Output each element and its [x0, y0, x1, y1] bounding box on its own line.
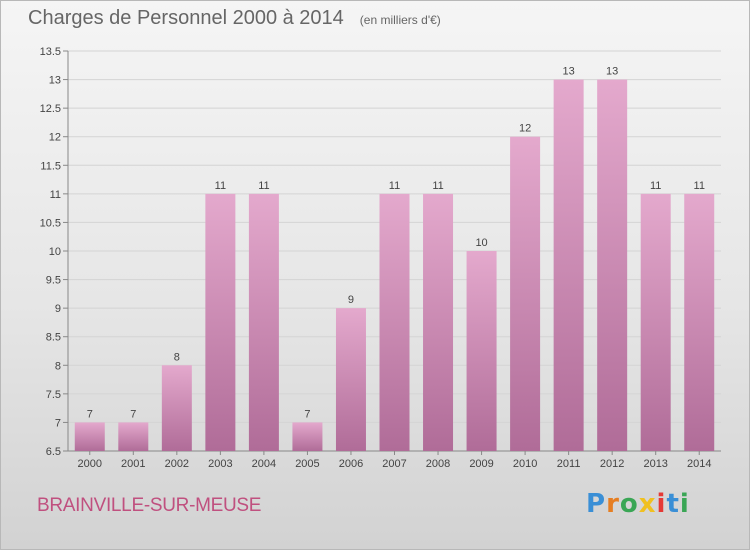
- bar-value-label: 7: [130, 408, 136, 420]
- value-labels: 7 7 8 11 11 7 9 11 11 10 12 13 13 11 11: [87, 66, 705, 421]
- bar: [118, 422, 149, 451]
- bar: [553, 79, 584, 452]
- bar-value-label: 11: [432, 180, 443, 192]
- bar-value-label: 11: [694, 180, 705, 192]
- logo-letter: i: [656, 489, 667, 519]
- x-tick-label: 2003: [208, 458, 232, 470]
- logo-letter: i: [679, 489, 690, 519]
- chart-title: Charges de Personnel 2000 à 2014 (en mill…: [28, 7, 441, 30]
- y-tick-label: 12: [49, 132, 61, 144]
- x-tick-label: 2008: [426, 458, 450, 470]
- x-tick-label: 2012: [600, 458, 624, 470]
- logo-letter: r: [606, 489, 620, 519]
- bar: [205, 193, 236, 451]
- bar-value-label: 10: [475, 237, 487, 249]
- chart-subtitle: (en milliers d'€): [359, 13, 441, 27]
- y-tick-label: 10.5: [40, 217, 61, 229]
- x-tick-label: 2013: [643, 458, 667, 470]
- bar: [292, 422, 323, 451]
- bar: [423, 193, 454, 451]
- bar: [684, 193, 715, 451]
- y-tick-label: 12.5: [40, 103, 61, 115]
- x-tick-label: 2010: [513, 458, 537, 470]
- y-tick-label: 8.5: [46, 332, 61, 344]
- y-tick-label: 11: [50, 189, 61, 201]
- bar-value-label: 13: [606, 66, 618, 78]
- bar-value-label: 12: [519, 123, 531, 135]
- bar-value-label: 11: [215, 180, 226, 192]
- bar: [597, 79, 628, 452]
- logo-letter: o: [619, 489, 639, 519]
- bar-value-label: 7: [87, 408, 93, 420]
- y-tick-label: 13: [49, 75, 61, 87]
- x-tick-label: 2006: [339, 458, 363, 470]
- bar-value-label: 7: [304, 408, 310, 420]
- y-tick-label: 7.5: [46, 389, 61, 401]
- bar: [161, 365, 192, 451]
- logo-letter: x: [638, 489, 657, 519]
- axes: 6.5 7 7.5 8 8.5 9 9.5 10 10.5 11 11.5 12 12.5 13 13.5 2…: [40, 46, 721, 470]
- proxiti-logo[interactable]: Proxiti: [586, 489, 690, 519]
- y-tick-label: 9.5: [46, 275, 61, 287]
- y-tick-label: 7: [55, 417, 61, 429]
- y-tick-label: 9: [55, 303, 61, 315]
- x-tick-label: 2002: [165, 458, 189, 470]
- y-tick-label: 8: [55, 360, 61, 372]
- bars: [74, 79, 715, 452]
- x-tick-label: 2000: [78, 458, 102, 470]
- x-tick-label: 2014: [687, 458, 711, 470]
- bar: [335, 308, 366, 451]
- x-tick-label: 2004: [252, 458, 276, 470]
- y-tick-label: 13.5: [40, 46, 61, 58]
- x-tick-label: 2001: [121, 458, 145, 470]
- city-name: BRAINVILLE-SUR-MEUSE: [37, 495, 262, 516]
- bar-value-label: 8: [174, 351, 180, 363]
- bar-value-label: 11: [650, 180, 661, 192]
- x-tick-label: 2009: [469, 458, 493, 470]
- y-tick-label: 11.5: [40, 160, 61, 172]
- y-tick-label: 6.5: [46, 446, 61, 458]
- bar-value-label: 11: [389, 180, 400, 192]
- bar: [379, 193, 410, 451]
- bar-value-label: 13: [563, 66, 575, 78]
- bar-value-label: 11: [258, 180, 269, 192]
- logo-letter: t: [666, 489, 680, 519]
- y-tick-label: 10: [49, 246, 61, 258]
- logo-letter: P: [586, 489, 607, 519]
- bar: [248, 193, 279, 451]
- x-tick-label: 2007: [382, 458, 406, 470]
- chart-title-text: Charges de Personnel 2000 à 2014: [28, 7, 344, 29]
- x-tick-label: 2011: [557, 458, 581, 470]
- bar: [640, 193, 671, 451]
- bar: [466, 251, 497, 451]
- bar: [74, 422, 105, 451]
- x-tick-label: 2005: [295, 458, 319, 470]
- bar-value-label: 9: [348, 294, 354, 306]
- bar: [510, 136, 541, 451]
